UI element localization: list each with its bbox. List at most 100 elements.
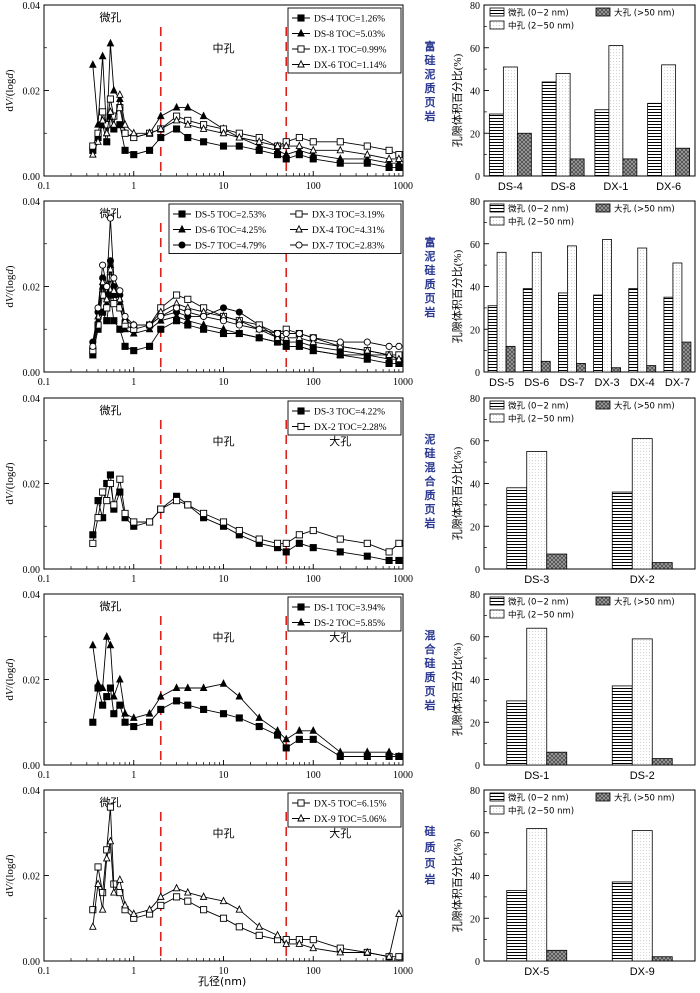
- bar-category-label: DX-1: [603, 181, 628, 193]
- bar-legend-swatch-meso: [489, 20, 505, 30]
- data-point: [94, 497, 102, 505]
- data-point: [309, 544, 317, 552]
- legend-marker: [297, 603, 305, 611]
- data-point: [110, 501, 118, 509]
- x-tick-label: 10: [219, 770, 229, 781]
- data-point: [219, 679, 228, 687]
- data-point: [200, 705, 208, 713]
- y-tick-label: 80: [470, 590, 480, 601]
- legend-entry: DX-3 TOC=3.19%: [312, 211, 385, 221]
- zone-label: 大孔: [329, 630, 351, 644]
- data-point: [309, 943, 318, 952]
- data-point: [89, 640, 97, 649]
- data-point: [273, 726, 282, 734]
- bar-meso: [661, 64, 677, 177]
- x-tick-label: 1000: [393, 966, 413, 977]
- legend-marker: [297, 422, 305, 431]
- data-point: [129, 909, 138, 917]
- data-point: [146, 718, 154, 726]
- data-point: [199, 320, 208, 328]
- legend-entry: DX-7 TOC=2.83%: [312, 242, 385, 252]
- data-point: [309, 149, 318, 158]
- bar-panel-2: 0 20 40 60 80 孔隙体积百分比(%) DS-5 DS-6 DS-7 DX-3 DX-4 D…: [450, 197, 696, 389]
- bar-micro: [506, 890, 528, 962]
- data-point: [130, 518, 138, 526]
- data-point: [106, 684, 114, 692]
- bar-meso: [526, 828, 548, 962]
- bar-meso: [555, 73, 571, 177]
- data-point: [282, 333, 291, 341]
- data-point: [106, 803, 114, 811]
- data-point: [89, 922, 97, 930]
- y-tick-label: 0.04: [23, 786, 41, 797]
- bar-legend-entry: 微孔 (0~2 nm): [508, 597, 569, 608]
- data-point: [98, 51, 107, 60]
- lithofacies-label-char: 质: [425, 670, 436, 684]
- data-point: [219, 317, 228, 325]
- data-point: [89, 906, 97, 914]
- bar-macro: [505, 345, 516, 373]
- data-point: [130, 321, 138, 329]
- data-point: [255, 922, 264, 930]
- data-point: [103, 846, 111, 854]
- data-point: [98, 115, 107, 124]
- x-tick-label: 0.1: [38, 181, 51, 192]
- data-point: [183, 119, 192, 128]
- series-line-0: [92, 295, 399, 364]
- data-point: [110, 317, 118, 325]
- y-tick-label: 0: [475, 957, 480, 968]
- y-tick-label: 60: [470, 633, 480, 644]
- y-axis-title: dV/(logd): [4, 265, 16, 308]
- data-point: [106, 640, 115, 649]
- data-point: [219, 142, 228, 150]
- data-point: [184, 897, 192, 905]
- y-tick-label: 20: [470, 914, 480, 925]
- y-tick-label: 0.02: [23, 480, 41, 491]
- data-point: [200, 312, 208, 320]
- x-tick-label: 0.1: [38, 966, 51, 977]
- data-point: [295, 539, 303, 547]
- legend-entry: DS-7 TOC=4.79%: [195, 242, 266, 252]
- zone-label: 微孔: [99, 10, 121, 24]
- data-point: [235, 923, 243, 931]
- data-point: [309, 735, 317, 743]
- data-point: [395, 354, 403, 363]
- data-point: [385, 342, 393, 350]
- data-point: [295, 341, 304, 350]
- data-point: [255, 713, 264, 721]
- data-point: [157, 705, 165, 713]
- bar-micro: [611, 881, 633, 962]
- bar-micro: [522, 288, 533, 373]
- data-point: [295, 133, 303, 142]
- bar-micro: [647, 102, 663, 177]
- data-point: [255, 141, 264, 150]
- lithofacies-label-char: 质: [425, 840, 436, 854]
- legend-entry: DS-6 TOC=4.25%: [195, 226, 266, 236]
- data-point: [121, 315, 129, 324]
- data-point: [145, 324, 154, 333]
- data-point: [110, 880, 118, 888]
- bar-meso: [567, 245, 577, 373]
- data-point: [235, 321, 243, 329]
- lithofacies-label-char: 泥: [425, 433, 436, 446]
- y-axis-title: dV/(logd): [4, 69, 16, 112]
- data-point: [172, 115, 181, 124]
- y-tick-label: 80: [470, 786, 480, 797]
- x-tick-label: 0.1: [38, 574, 51, 585]
- lithofacies-label-char: 页: [425, 857, 436, 870]
- bar-legend-swatch-meso: [489, 413, 505, 423]
- data-point: [106, 107, 115, 115]
- bar-legend-entry: 微孔 (0~2 nm): [508, 401, 569, 412]
- data-point: [385, 556, 393, 564]
- data-point: [255, 722, 263, 731]
- bar-category-label: DX-4: [630, 377, 655, 389]
- y-tick-label: 80: [470, 1, 480, 12]
- lithofacies-label-char: 岩: [424, 305, 436, 319]
- data-point: [106, 95, 114, 103]
- data-point: [309, 337, 318, 346]
- lithofacies-label-char: 岩: [424, 698, 436, 712]
- zone-label: 中孔: [213, 827, 235, 840]
- y-tick-label: 0.00: [23, 957, 41, 968]
- bar-category-label: DS-5: [489, 377, 514, 389]
- data-point: [363, 142, 371, 150]
